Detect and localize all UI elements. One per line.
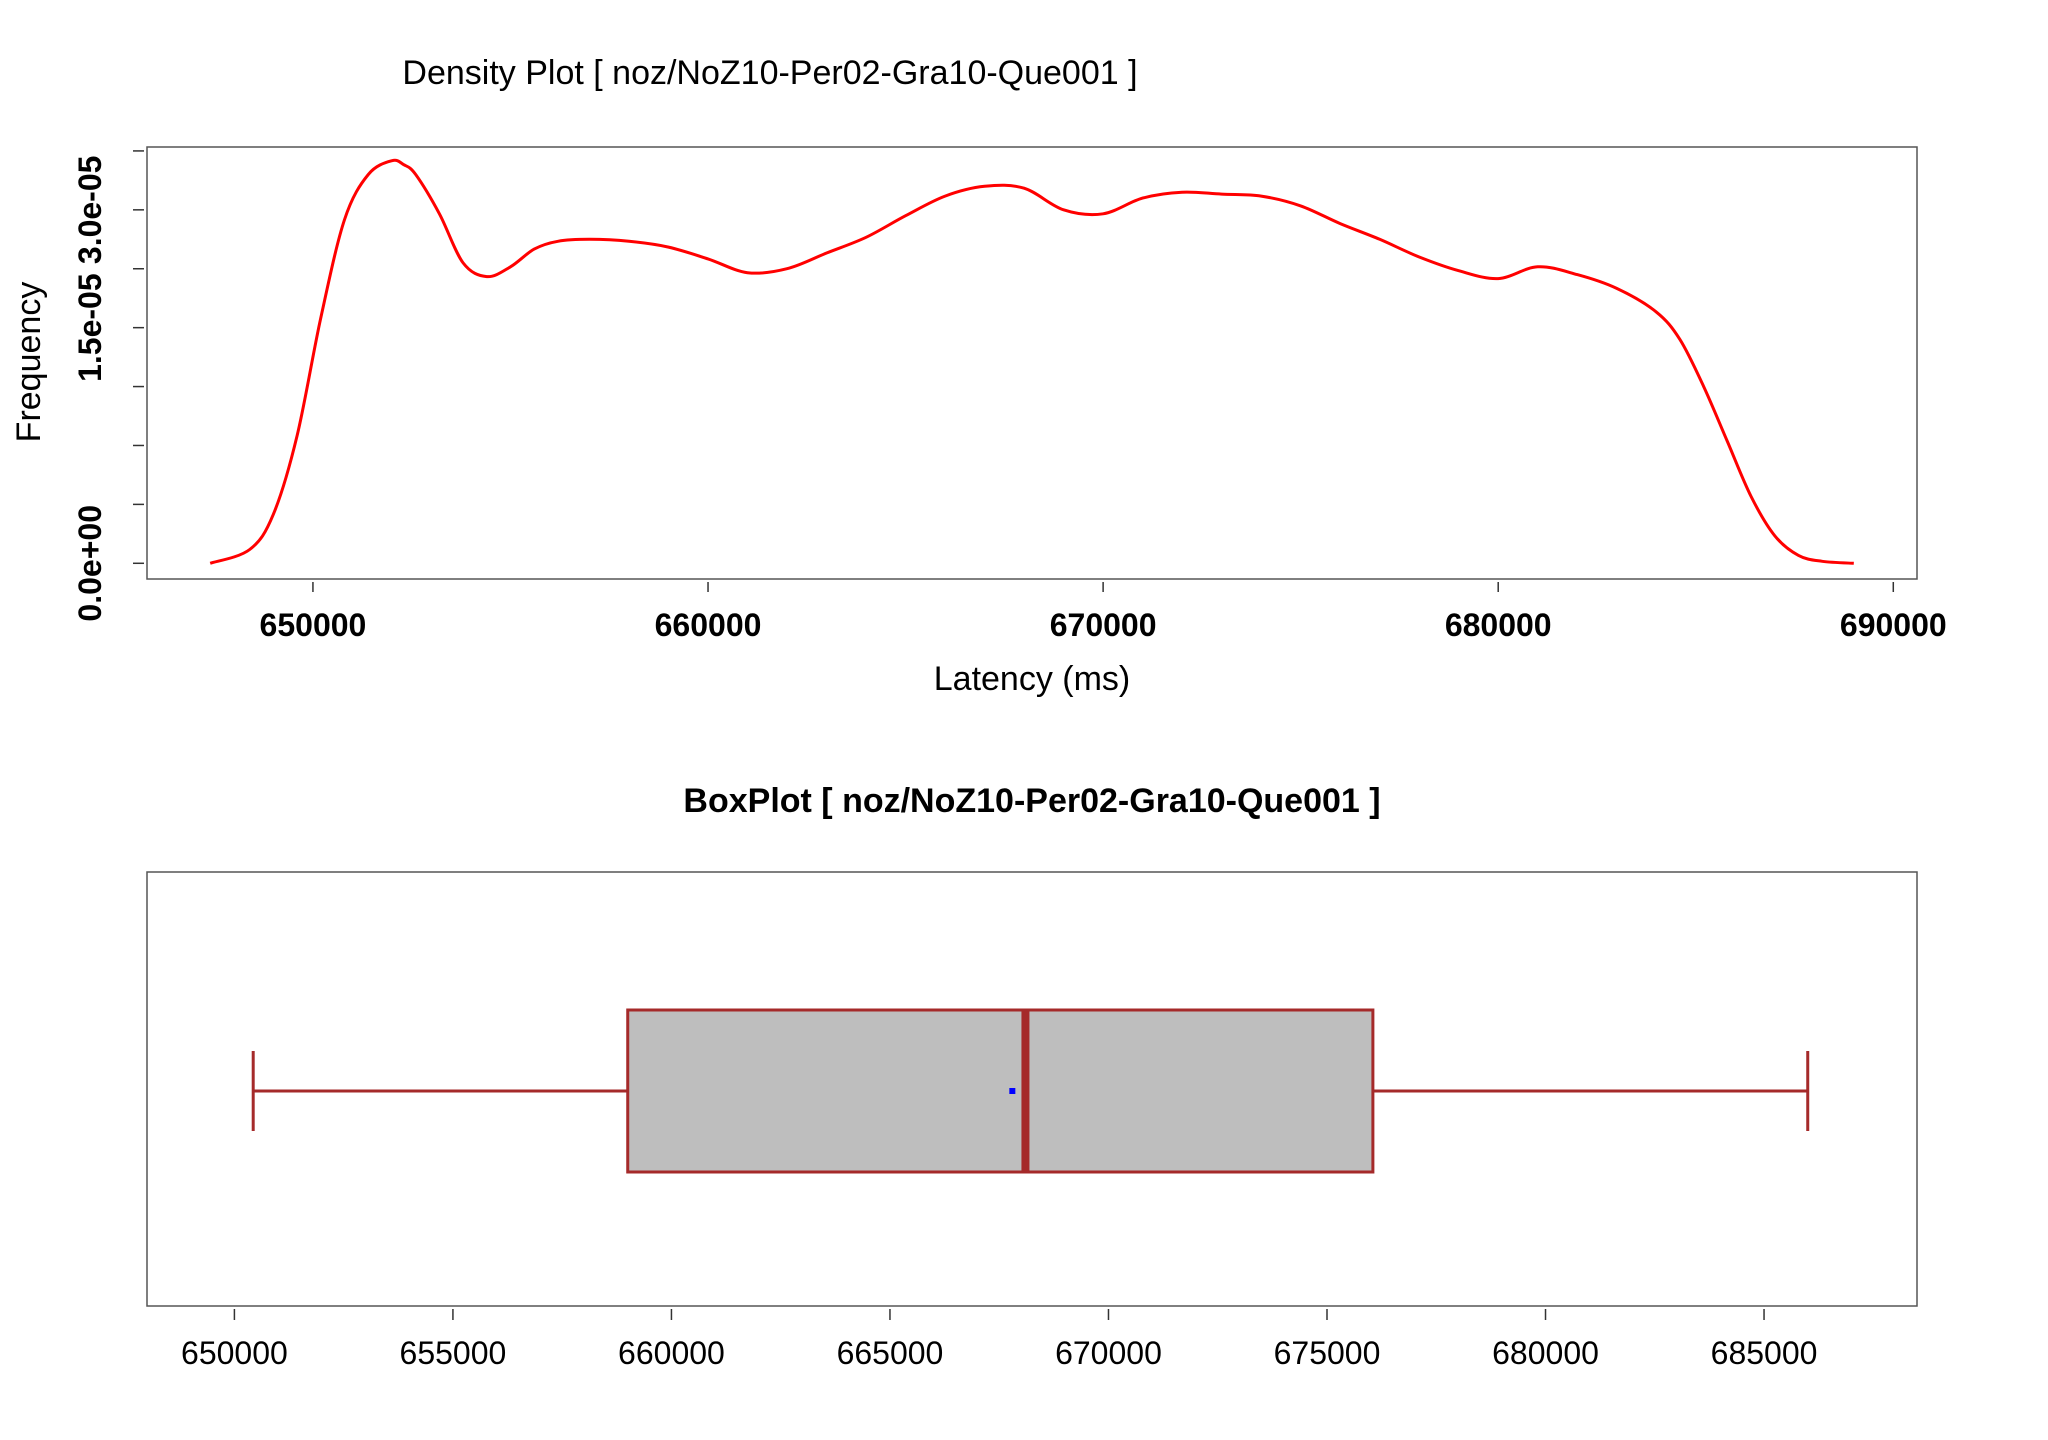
density-y-axis: 0.0e+00 1.5e-05 3.0e-05 (72, 150, 144, 622)
density-x-tick-label: 680000 (1445, 607, 1552, 643)
box-x-tick-label: 685000 (1711, 1335, 1818, 1371)
density-plot-border (146, 146, 1918, 580)
box-x-axis: 650000 655000 660000 665000 670000 675000 6800… (181, 1309, 1817, 1371)
box-x-tick-label: 675000 (1274, 1335, 1381, 1371)
density-plot-title: Density Plot [ noz/NoZ10-Per02-Gra10-Que… (402, 54, 1137, 92)
density-y-tick-label: 3.0e-05 (72, 156, 108, 265)
density-curve (209, 158, 1854, 565)
density-y-axis-label: Frequency (10, 282, 48, 443)
box-plot-marks (251, 1008, 1810, 1174)
box-plot-title: BoxPlot [ noz/NoZ10-Per02-Gra10-Que001 ] (683, 782, 1380, 820)
mean-marker (1009, 1088, 1016, 1094)
box-x-tick-label: 655000 (400, 1335, 507, 1371)
density-plot-panel: Density Plot [ noz/NoZ10-Per02-Gra10-Que… (10, 54, 1947, 698)
density-x-tick-label: 650000 (260, 607, 367, 643)
density-x-tick-label: 660000 (655, 607, 762, 643)
density-y-tick-label: 0.0e+00 (72, 505, 108, 622)
box-x-tick-label: 670000 (1055, 1335, 1162, 1371)
box-x-tick-label: 660000 (618, 1335, 725, 1371)
density-x-axis-label: Latency (ms) (934, 660, 1131, 698)
box-plot-panel: BoxPlot [ noz/NoZ10-Per02-Gra10-Que001 ]… (146, 782, 1918, 1371)
box-x-tick-label: 665000 (837, 1335, 944, 1371)
box-x-tick-label: 680000 (1492, 1335, 1599, 1371)
box-x-tick-label: 650000 (181, 1335, 288, 1371)
interquartile-box (626, 1008, 1375, 1174)
box-plot-border (146, 871, 1918, 1307)
density-y-tick-label: 1.5e-05 (72, 273, 108, 382)
density-x-axis: 650000 660000 670000 680000 690000 (260, 582, 1947, 643)
density-x-tick-label: 690000 (1840, 607, 1947, 643)
density-x-tick-label: 670000 (1050, 607, 1157, 643)
